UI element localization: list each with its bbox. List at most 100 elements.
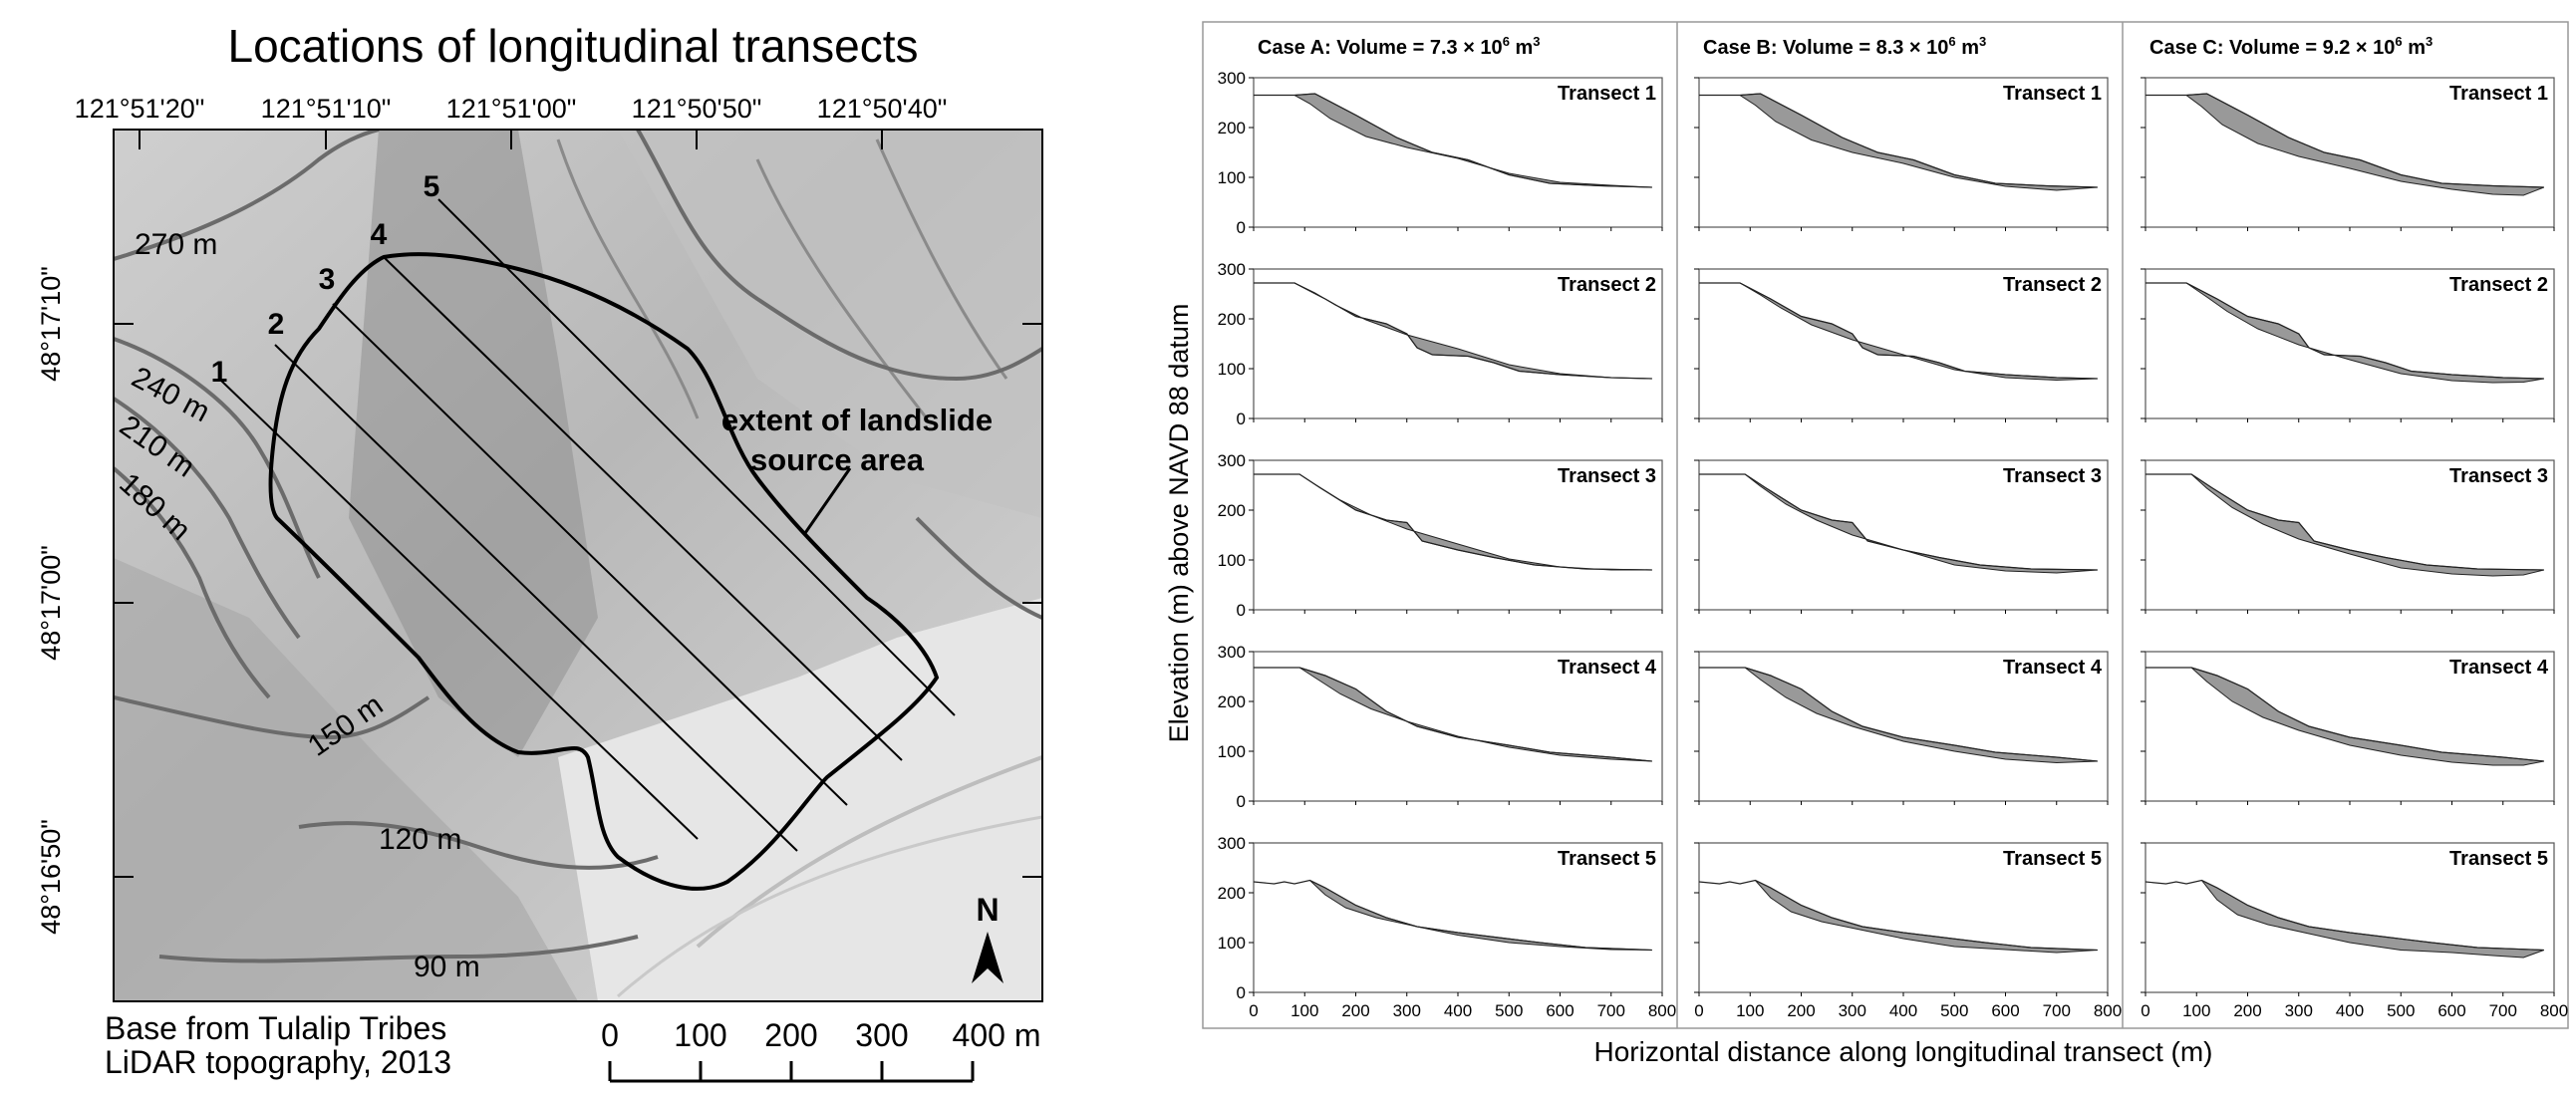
transect-line-1 [220,380,699,840]
y-tick-label: 200 [1218,501,1246,520]
map-svg: Locations of longitudinal transects 121°… [36,20,1043,1083]
scale-label: 0 [601,1017,619,1053]
scale-label: 200 [764,1017,817,1053]
y-tick-label: 0 [1237,792,1246,811]
transect-label: Transect 1 [1558,83,1656,105]
y-tick-label: 0 [1237,601,1246,620]
transect-lines [220,198,956,852]
transect-label: Transect 5 [1558,848,1656,870]
case-title: Case B: Volume = 8.3 × 106 m3 [1703,34,1986,59]
x-tick-label: 100 [1736,1001,1764,1020]
ground-surface-line [1699,93,2098,188]
ground-surface-line [1254,282,1652,380]
scale-bar: 0 100 200 300 400 m [601,1017,1041,1083]
plot-frame [1698,459,2109,611]
transect-line-3 [332,303,848,806]
y-tick-label: 0 [1237,983,1246,1002]
graticule-ticks [114,130,1042,878]
plot-frame [1698,842,2109,993]
x-tick-label: 700 [1597,1001,1625,1020]
x-tick-label: 0 [2141,1001,2149,1020]
transect-number-labels: 1 2 3 4 5 [211,170,440,389]
transect-number-label: 4 [371,218,388,251]
profile-panel: Transect 1 [1694,77,2109,231]
latitude-label: 48°16'50" [36,819,66,935]
x-tick-label: 700 [2043,1001,2071,1020]
scale-label: 400 m [953,1017,1041,1053]
y-tick-label: 100 [1218,360,1246,379]
plot-frame [2145,842,2555,993]
profile-panel: Transect 2 [2141,268,2555,422]
transect-number-label: 2 [268,308,285,341]
profile-panel: 0 100 200 300 Transect 1 [1218,69,1663,237]
map-credit: Base from Tulalip Tribes LiDAR topograph… [105,1010,451,1080]
profile-panel: Transect 3 [1694,459,2109,614]
ground-surface-line [1254,473,1652,571]
y-axis-label: Elevation (m) above NAVD 88 datum [1164,304,1194,743]
y-tick-label: 100 [1218,934,1246,953]
transect-label: Transect 4 [1558,657,1657,679]
transect-label: Transect 5 [2003,848,2102,870]
y-tick-label: 200 [1218,692,1246,711]
ground-surface-line [2145,879,2544,952]
y-tick-label: 300 [1218,834,1246,853]
ground-surface-line [2146,93,2544,188]
x-tick-label: 0 [1694,1001,1703,1020]
transect-label: Transect 1 [2449,83,2548,105]
transect-label: Transect 2 [1558,274,1656,296]
contour-label: 270 m [135,228,217,261]
y-tick-label: 100 [1218,742,1246,761]
y-tick-label: 300 [1218,643,1246,662]
transect-line-5 [437,198,956,716]
longitude-label: 121°51'10" [261,94,392,124]
x-tick-label: 200 [1341,1001,1369,1020]
profile-panel: Transect 4 [1694,651,2109,805]
y-tick-label: 200 [1218,119,1246,137]
x-axis-label: Horizontal distance along longitudinal t… [1594,1036,2213,1067]
y-tick-label: 200 [1218,310,1246,329]
ground-surface-line [1699,282,2098,380]
case-title: Case C: Volume = 9.2 × 106 m3 [2149,34,2433,59]
transect-label: Transect 4 [2449,657,2549,679]
ground-surface-line [1254,667,1652,762]
north-label: N [976,892,999,928]
x-tick-label: 300 [1839,1001,1866,1020]
transect-label: Transect 1 [2003,83,2102,105]
x-tick-label: 600 [1991,1001,2019,1020]
scale-label: 300 [855,1017,908,1053]
transect-number-label: 1 [211,356,228,389]
x-tick-label: 600 [1546,1001,1574,1020]
profile-panel: Transect 3 [2141,459,2555,614]
profile-panel: 0 100 200 300 400 500 600 700 800 Transect 5 [2141,842,2568,1020]
x-tick-label: 300 [2285,1001,2313,1020]
ground-surface-line [2146,282,2544,380]
latitude-label: 48°17'10" [36,266,66,382]
scale-label: 100 [674,1017,726,1053]
ground-surface-line [1699,473,2098,571]
contour-label: 120 m [379,823,461,856]
y-tick-label: 0 [1237,218,1246,237]
map-figure: Locations of longitudinal transects 121°… [0,0,1146,1094]
ground-surface-line [1253,879,1652,952]
x-tick-label: 800 [2540,1001,2568,1020]
map-title: Locations of longitudinal transects [228,20,919,72]
ground-surface-line [2146,667,2544,762]
y-tick-label: 300 [1218,451,1246,470]
contour-lines [114,130,1042,963]
landslide-annotation: extent of landslide source area [721,403,993,477]
profile-panel: 0 100 200 300 Transect 2 [1218,260,1663,428]
profile-panel: 0 100 200 300 400 500 600 700 800 Transect 5 [1694,842,2122,1020]
y-tick-label: 200 [1218,884,1246,903]
y-tick-label: 300 [1218,260,1246,279]
x-tick-label: 400 [1444,1001,1472,1020]
map-area [114,130,1042,1001]
x-tick-label: 800 [1648,1001,1676,1020]
transect-line-2 [274,344,798,852]
profile-panel: 0 100 200 300 Transect 4 [1218,643,1663,811]
plot-frame [1253,268,1663,419]
transect-label: Transect 4 [2003,657,2103,679]
x-tick-label: 800 [2094,1001,2122,1020]
transect-label: Transect 3 [1558,465,1656,487]
profile-panel: 0 100 200 300 Transect 3 [1218,451,1663,620]
ground-surface-line [2146,473,2544,571]
